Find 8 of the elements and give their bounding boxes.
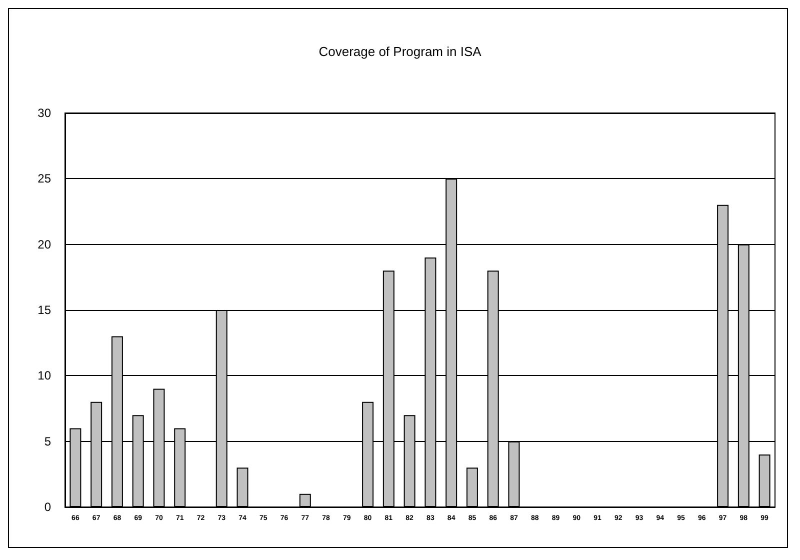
chart-title: Coverage of Program in ISA bbox=[318, 44, 482, 59]
y-tick-label: 30 bbox=[38, 106, 52, 120]
y-tick-label: 5 bbox=[44, 434, 52, 448]
y-tick-label: 10 bbox=[38, 368, 52, 383]
y-tick-label: 0 bbox=[44, 500, 52, 514]
y-tick-label: 20 bbox=[38, 237, 52, 252]
y-tick-label: 15 bbox=[38, 303, 52, 317]
y-tick-label: 25 bbox=[38, 172, 52, 186]
